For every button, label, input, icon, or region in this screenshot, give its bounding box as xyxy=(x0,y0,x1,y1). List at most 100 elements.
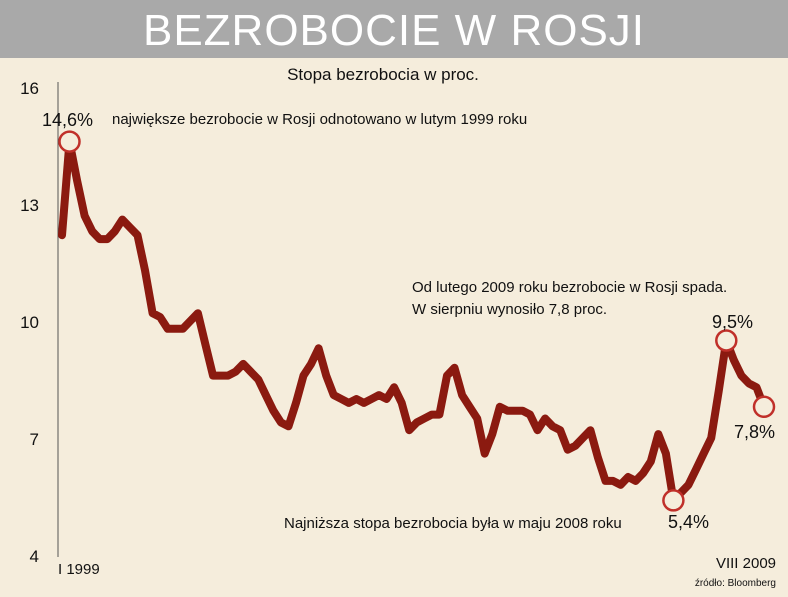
last-value-marker xyxy=(752,395,776,419)
data-point xyxy=(595,455,600,460)
data-point xyxy=(150,311,155,316)
data-point xyxy=(452,365,457,370)
data-point xyxy=(158,315,163,320)
data-point xyxy=(497,404,502,409)
data-point xyxy=(656,432,661,437)
data-point xyxy=(120,217,125,222)
data-point xyxy=(701,451,706,456)
data-point xyxy=(437,412,442,417)
data-point xyxy=(490,432,495,437)
data-point xyxy=(377,393,381,398)
data-point xyxy=(611,478,615,483)
y-tick-label: 13 xyxy=(20,196,39,215)
data-point xyxy=(97,237,102,242)
title-banner: BEZROBOCIE W ROSJI xyxy=(0,0,788,58)
data-point xyxy=(263,393,268,398)
y-tick-label: 16 xyxy=(20,79,39,98)
data-point xyxy=(195,311,200,316)
data-point xyxy=(339,397,344,401)
chart-subtitle: Stopa bezrobocia w proc. xyxy=(287,65,479,84)
min-marker xyxy=(662,489,685,512)
data-point xyxy=(346,400,351,405)
data-point xyxy=(165,326,170,331)
data-point xyxy=(354,397,359,401)
data-point xyxy=(505,408,510,413)
data-point xyxy=(143,268,147,273)
data-point xyxy=(445,373,449,378)
data-point xyxy=(248,369,253,374)
data-point xyxy=(716,389,721,394)
data-point xyxy=(467,404,472,409)
source-note: źródło: Bloomberg xyxy=(695,578,776,589)
data-point xyxy=(241,361,246,366)
min-value-label: 5,4% xyxy=(668,512,709,532)
data-point xyxy=(75,178,80,183)
data-point xyxy=(180,326,185,331)
data-point xyxy=(271,408,276,413)
data-point xyxy=(399,400,404,405)
data-point xyxy=(580,436,585,440)
page-title: BEZROBOCIE W ROSJI xyxy=(142,6,646,55)
peak-annotation-line1: Od lutego 2009 roku bezrobocie w Rosji s… xyxy=(412,279,727,296)
data-point xyxy=(648,459,653,464)
last-value-label: 7,8% xyxy=(734,422,775,442)
max-marker xyxy=(58,130,81,153)
data-point xyxy=(535,428,540,433)
data-point xyxy=(316,346,321,351)
data-point xyxy=(709,436,714,440)
data-point xyxy=(429,412,434,417)
x-start-label: I 1999 xyxy=(58,561,100,578)
data-point xyxy=(754,385,759,390)
data-point xyxy=(731,358,736,362)
data-point xyxy=(105,237,110,242)
data-point xyxy=(739,373,744,378)
data-point xyxy=(482,451,487,456)
data-point xyxy=(407,428,412,433)
data-point xyxy=(618,482,623,487)
data-point xyxy=(543,416,548,421)
data-point xyxy=(558,428,563,433)
data-point xyxy=(112,229,117,234)
data-point xyxy=(188,319,193,323)
data-point xyxy=(90,229,95,234)
data-point xyxy=(256,377,261,382)
max-value-label: 14,6% xyxy=(42,110,93,130)
data-point xyxy=(278,420,283,425)
data-point xyxy=(422,416,427,421)
data-point xyxy=(746,381,751,386)
data-point xyxy=(588,428,593,433)
max-annotation: największe bezrobocie w Rosji odnotowano… xyxy=(112,111,527,128)
x-end-label: VIII 2009 xyxy=(716,555,776,572)
data-point xyxy=(414,420,419,425)
data-point xyxy=(301,373,306,378)
data-point xyxy=(384,397,389,401)
y-tick-labels: 4 7 10 13 16 xyxy=(20,79,39,566)
data-points xyxy=(60,139,766,503)
data-point xyxy=(565,447,570,452)
data-point xyxy=(361,400,366,405)
series-line xyxy=(58,137,768,505)
data-point xyxy=(633,478,638,483)
data-point xyxy=(286,424,291,429)
data-point xyxy=(573,443,578,448)
data-point xyxy=(173,326,178,331)
y-tick-label: 10 xyxy=(20,313,39,332)
y-tick-label: 7 xyxy=(30,430,39,449)
data-point xyxy=(392,385,397,390)
data-point xyxy=(211,373,215,378)
data-point xyxy=(512,408,517,413)
data-point xyxy=(331,393,336,398)
data-point xyxy=(309,361,314,366)
peak-2009-marker xyxy=(715,329,738,352)
data-point xyxy=(233,369,238,374)
data-point xyxy=(82,213,87,218)
data-point xyxy=(60,233,64,238)
data-point xyxy=(203,342,208,347)
data-point xyxy=(520,408,525,413)
data-point xyxy=(686,482,691,487)
data-point xyxy=(127,225,132,230)
data-point xyxy=(460,393,465,398)
data-point xyxy=(369,397,374,401)
